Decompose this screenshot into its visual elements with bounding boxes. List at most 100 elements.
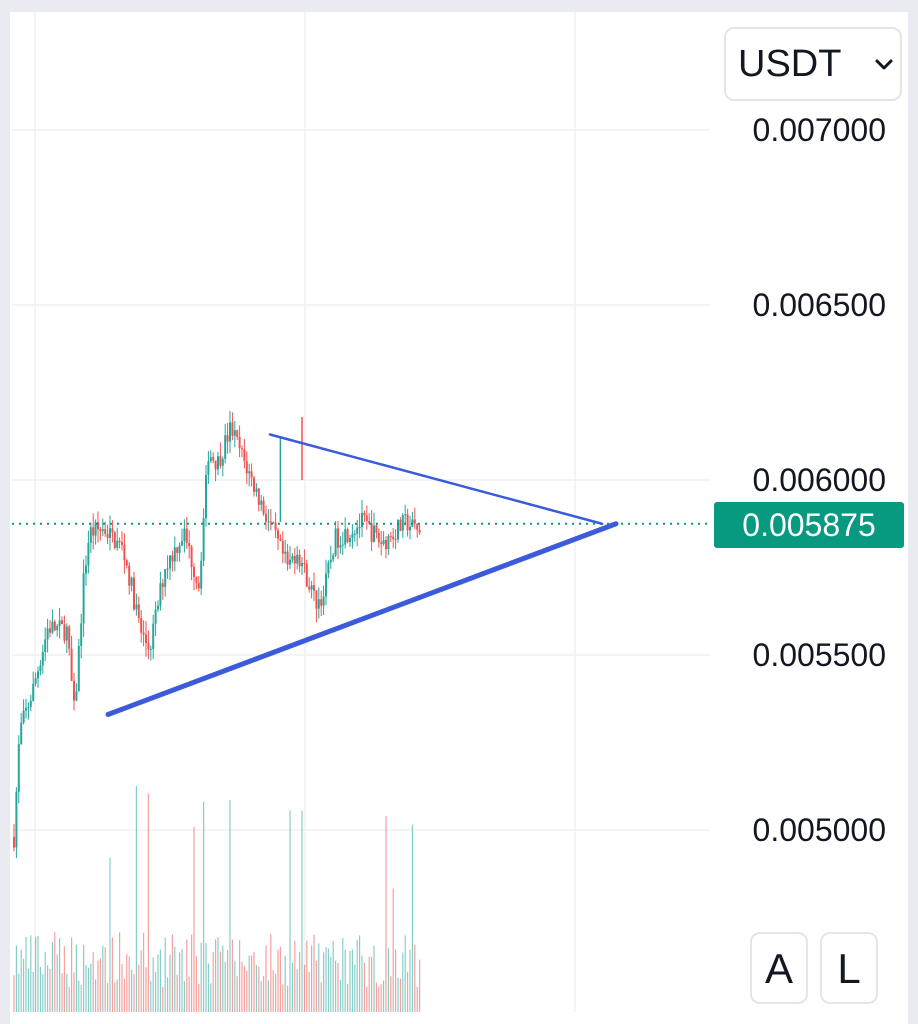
candle-body (301, 563, 303, 567)
candle-body (49, 628, 51, 633)
volume-bar (263, 975, 265, 1012)
candle-body (310, 585, 313, 590)
volume-bar (78, 980, 80, 1012)
volume-bar (284, 955, 286, 1012)
candle-body (97, 522, 99, 530)
candle-body (94, 522, 97, 536)
volume-bar (80, 984, 82, 1012)
volume-bar (44, 952, 46, 1012)
candle-body (22, 710, 25, 723)
volume-bar (224, 961, 226, 1012)
candle-body (65, 626, 68, 641)
volume-bar (222, 945, 224, 1012)
volume-bar (68, 986, 70, 1012)
candle-body (51, 621, 54, 633)
candle-body (291, 555, 294, 560)
volume-bar (289, 810, 291, 1012)
candle-body (296, 554, 299, 564)
candle-body (233, 430, 236, 436)
candle-body (260, 500, 263, 505)
candle-body (171, 555, 174, 562)
candle-body (185, 528, 188, 543)
volume-bar (195, 956, 197, 1012)
candle-body (303, 563, 306, 565)
volume-bar (61, 973, 63, 1012)
candle-body (169, 555, 171, 569)
volume-bar (109, 857, 111, 1012)
volume-bar (397, 977, 399, 1012)
candle-body (289, 559, 291, 565)
candle-body (373, 525, 375, 542)
candle-body (207, 461, 210, 475)
candle-body (147, 642, 150, 650)
candle-body (188, 542, 191, 547)
candle-body (356, 527, 359, 534)
candle-body (341, 544, 344, 546)
volume-bar (171, 934, 173, 1012)
volume-bar (248, 955, 250, 1012)
volume-bar (356, 940, 358, 1012)
volume-bar (47, 965, 49, 1012)
candle-body (32, 683, 35, 701)
volume-bar (133, 974, 135, 1012)
volume-bar (99, 958, 101, 1012)
volume-bar (121, 964, 123, 1012)
candle-body (241, 448, 243, 450)
volume-bar (181, 949, 183, 1012)
volume-bar (51, 941, 53, 1012)
candle-body (154, 609, 157, 624)
candle-body (315, 590, 318, 609)
volume-bar (277, 949, 279, 1012)
volume-bar (354, 964, 356, 1012)
volume-bar (35, 937, 37, 1012)
candle-body (99, 529, 102, 532)
candle-body (106, 533, 109, 538)
candle-body (118, 540, 121, 543)
volume-bar (359, 935, 361, 1012)
candle-body (399, 519, 402, 531)
volume-bar (270, 933, 272, 1012)
log-scale-button[interactable]: L (820, 932, 878, 1004)
candle-body (92, 527, 95, 536)
candle-body (178, 545, 181, 554)
volume-bar (363, 962, 365, 1012)
volume-bar (327, 948, 329, 1012)
candle-body (176, 547, 179, 554)
candle-body (221, 458, 224, 466)
candle-body (418, 529, 421, 533)
candle-body (272, 522, 275, 524)
volume-bar (157, 954, 159, 1012)
candle-body (166, 568, 169, 570)
candle-body (284, 551, 287, 554)
volume-bar (411, 824, 413, 1012)
currency-dropdown[interactable]: USDT (724, 27, 902, 101)
candle-body (145, 634, 147, 643)
y-tick-label: 0.006000 (752, 462, 886, 498)
volume-bar (337, 963, 339, 1012)
candle-body (267, 521, 270, 523)
candle-body (329, 559, 332, 563)
volume-bar (227, 949, 229, 1012)
volume-bar (143, 932, 145, 1012)
candle-body (101, 529, 104, 532)
volume-bar (138, 964, 140, 1012)
auto-scale-button[interactable]: A (750, 932, 808, 1004)
volume-bar (164, 937, 166, 1012)
volume-bar (169, 954, 171, 1012)
volume-bar (217, 937, 219, 1012)
volume-bar (342, 938, 344, 1012)
volume-bar (203, 801, 205, 1012)
volume-bar (380, 984, 382, 1012)
candle-body (209, 457, 212, 462)
volume-bar (239, 940, 241, 1012)
candle-body (195, 576, 198, 583)
candle-body (157, 605, 159, 610)
candle-body (320, 599, 323, 606)
volume-bar (119, 932, 121, 1012)
candle-body (394, 539, 397, 541)
chevron-down-icon (875, 59, 893, 70)
trendline-support (105, 521, 619, 717)
volume-bar (335, 960, 337, 1012)
candle-body (224, 435, 227, 459)
